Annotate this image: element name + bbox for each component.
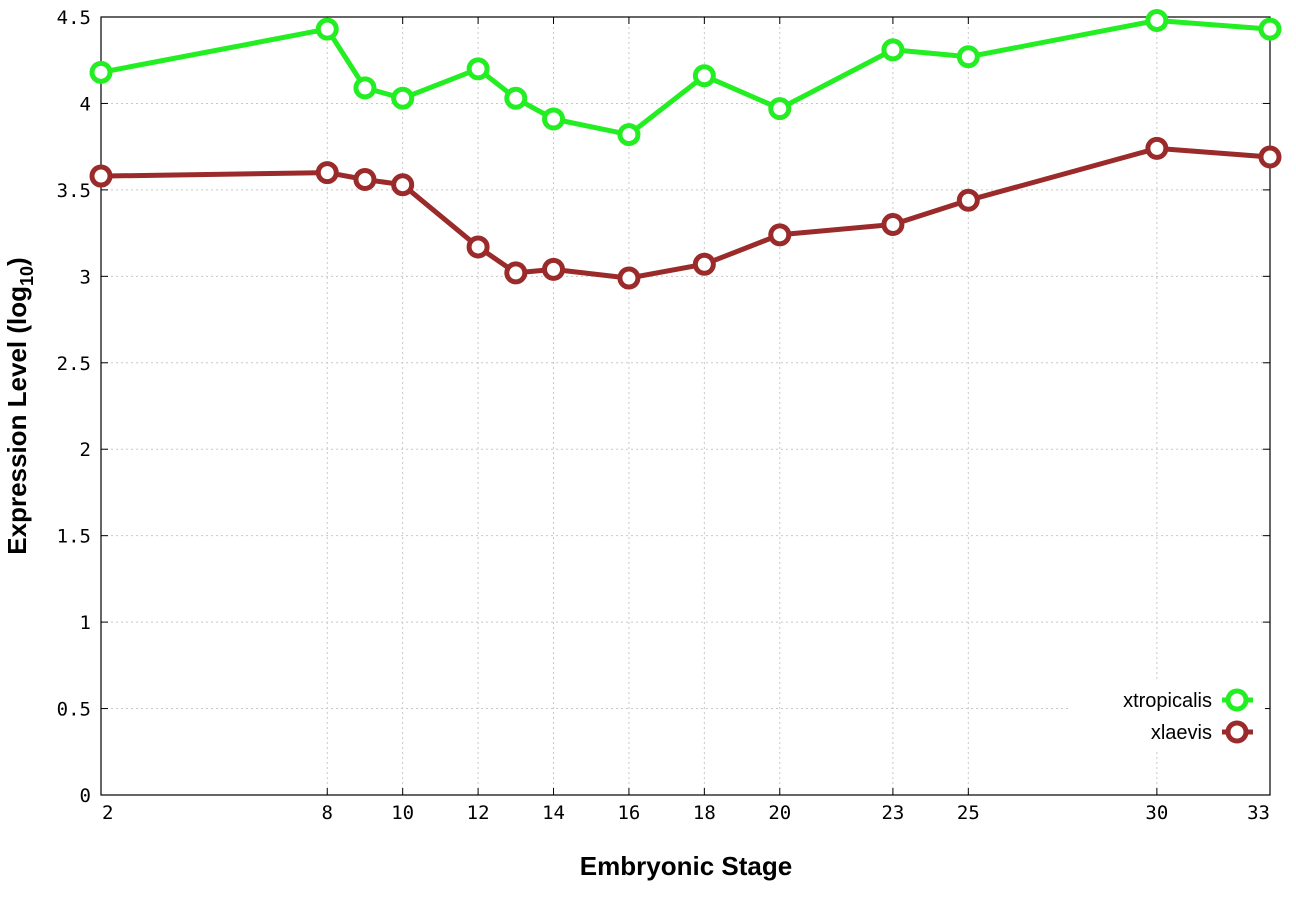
y-tick-label: 2.5: [57, 353, 91, 375]
x-tick-label: 2: [102, 802, 113, 824]
y-tick-label: 4.5: [57, 7, 91, 29]
data-point-xlaevis: [315, 161, 339, 185]
data-point-xlaevis: [504, 261, 528, 285]
legend-marker-xtropicalis: [1225, 688, 1249, 712]
data-point-xlaevis: [692, 252, 716, 276]
x-tick-label: 10: [391, 802, 414, 824]
data-point-xlaevis: [89, 164, 113, 188]
x-tick-label: 16: [617, 802, 640, 824]
y-tick-label: 0: [80, 785, 91, 807]
tick-labels: 0 0.5 1 1.5 2 2.5 3 3.5 4 4.5 2 8 10 12 14 16 18 20 23 25 30…: [57, 7, 1270, 824]
axes: [100, 16, 1271, 796]
data-point-xtropicalis: [692, 64, 716, 88]
y-tick-label: 4: [80, 93, 91, 115]
legend-label-xtropicalis: xtropicalis: [1123, 690, 1212, 712]
data-point-xlaevis: [542, 257, 566, 281]
x-tick-label: 18: [693, 802, 716, 824]
x-tick-label: 30: [1145, 802, 1168, 824]
data-point-xtropicalis: [956, 45, 980, 69]
data-point-xlaevis: [353, 168, 377, 192]
x-axis-title: Embryonic Stage: [580, 851, 792, 881]
data-point-xlaevis: [1145, 136, 1169, 160]
data-point-xlaevis: [768, 223, 792, 247]
y-tick-label: 2: [80, 439, 91, 461]
x-tick-label: 14: [542, 802, 565, 824]
data-point-xtropicalis: [466, 57, 490, 81]
data-point-xtropicalis: [617, 123, 641, 147]
data-point-xtropicalis: [1258, 17, 1282, 41]
y-axis-title: Expression Level (log10): [2, 257, 37, 554]
x-tick-label: 33: [1247, 802, 1270, 824]
data-point-xtropicalis: [504, 86, 528, 110]
series-line-xlaevis: [100, 145, 1271, 281]
y-tick-label: 0.5: [57, 699, 91, 721]
data-point-xlaevis: [881, 212, 905, 236]
y-axis-title-end: ): [2, 257, 32, 266]
y-tick-label: 3: [80, 266, 91, 288]
series-group: [89, 8, 1282, 290]
data-point-xlaevis: [1258, 145, 1282, 169]
data-point-xlaevis: [617, 266, 641, 290]
y-axis-title-subscript: 10: [17, 266, 37, 286]
x-tick-label: 12: [467, 802, 490, 824]
series-line-xtropicalis: [100, 18, 1271, 138]
data-point-xtropicalis: [542, 107, 566, 131]
legend: xtropicalis xlaevis: [1070, 680, 1265, 752]
y-tick-label: 3.5: [57, 180, 91, 202]
legend-label-xlaevis: xlaevis: [1151, 722, 1212, 744]
x-tick-label: 8: [322, 802, 333, 824]
data-point-xtropicalis: [768, 97, 792, 121]
data-point-xtropicalis: [1145, 8, 1169, 32]
y-tick-label: 1.5: [57, 526, 91, 548]
x-tick-label: 25: [957, 802, 980, 824]
x-tick-label: 23: [881, 802, 904, 824]
data-point-xtropicalis: [89, 60, 113, 84]
grid: [101, 17, 1270, 795]
data-point-xlaevis: [466, 235, 490, 259]
data-point-xtropicalis: [391, 86, 415, 110]
data-point-xlaevis: [391, 173, 415, 197]
data-point-xlaevis: [956, 188, 980, 212]
data-point-xtropicalis: [353, 76, 377, 100]
y-tick-label: 1: [80, 612, 91, 634]
data-point-xtropicalis: [881, 38, 905, 62]
data-point-xtropicalis: [315, 17, 339, 41]
legend-marker-xlaevis: [1225, 720, 1249, 744]
x-tick-label: 20: [768, 802, 791, 824]
y-axis-title-main: Expression Level (log: [2, 286, 32, 555]
plot-border: [100, 16, 1271, 796]
